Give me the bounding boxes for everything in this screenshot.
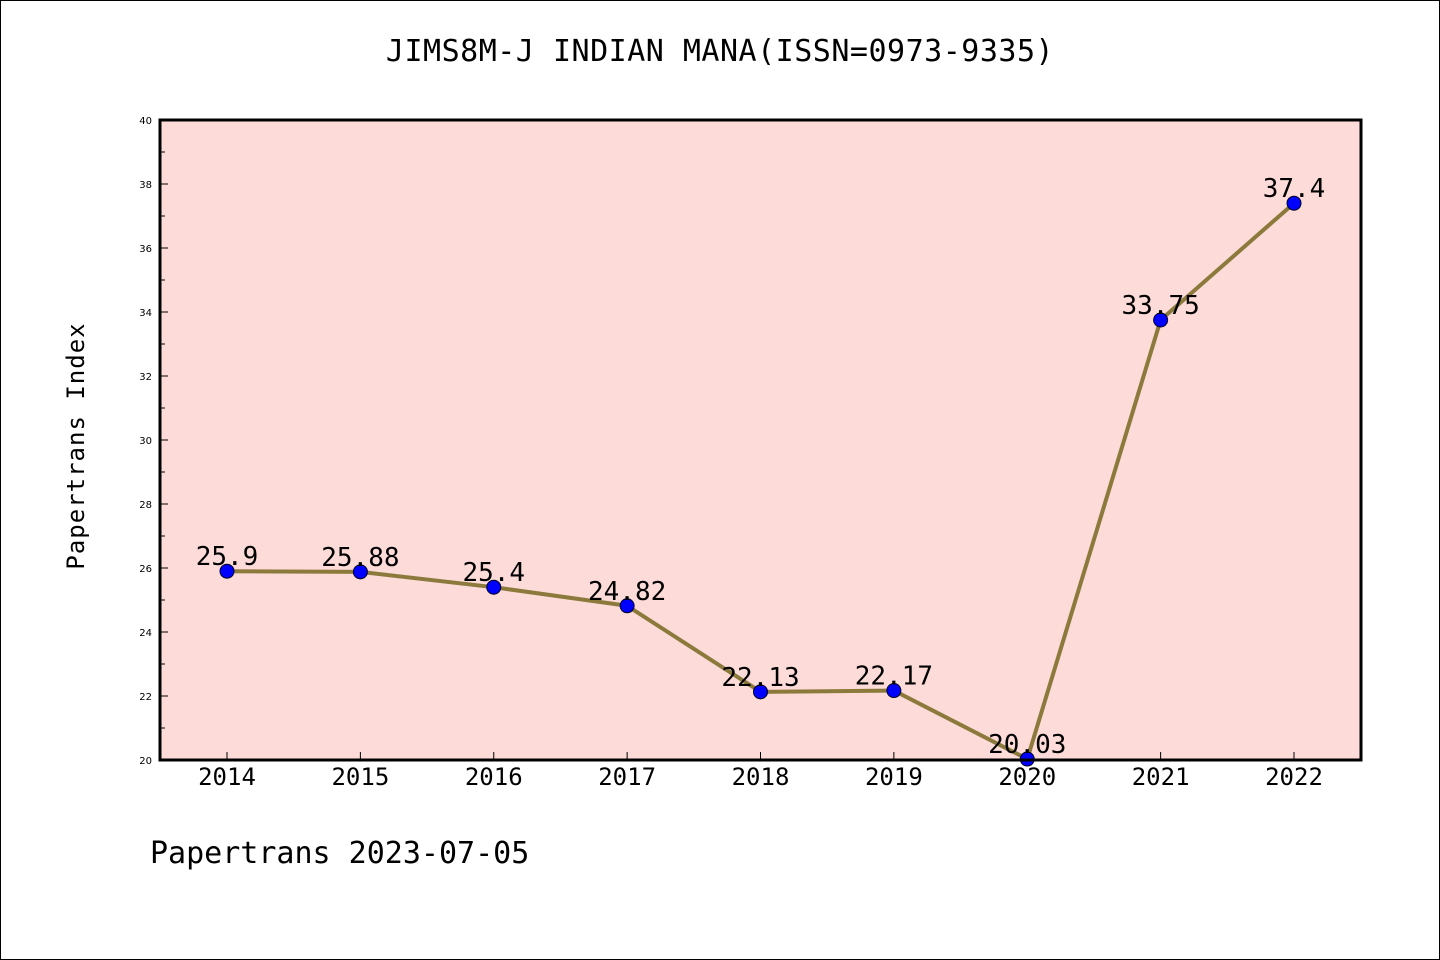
plot-area	[160, 120, 1361, 760]
data-point	[486, 579, 502, 595]
chart-title: JIMS8M-J INDIAN MANA(ISSN=0973-9335)	[385, 34, 1055, 69]
data-point	[619, 598, 635, 614]
plot-border	[158, 118, 1363, 762]
data-point	[886, 683, 902, 699]
y-tick-label: 38	[139, 180, 152, 191]
y-tick-label: 40	[139, 116, 152, 127]
data-label: 25.88	[321, 543, 399, 573]
x-tick-label: 2015	[331, 763, 389, 791]
y-tick-label: 32	[139, 372, 152, 383]
y-tick-label: 30	[139, 436, 152, 447]
x-tick-label: 2019	[865, 763, 923, 791]
x-tick-label: 2020	[998, 763, 1056, 791]
data-label: 24.82	[588, 577, 666, 607]
y-tick-label: 22	[139, 692, 152, 703]
data-point	[352, 564, 368, 580]
series-layer: 25.9 25.88 25.4 24.82 22.13 22.17 20.03 33.75 37…	[196, 174, 1326, 767]
x-tick-label: 2016	[465, 763, 523, 791]
x-tick-label: 2014	[198, 763, 256, 791]
data-point	[753, 684, 768, 700]
data-label: 20.03	[988, 730, 1066, 760]
y-tick-label: 28	[139, 500, 152, 511]
y-tick-label: 24	[139, 628, 152, 639]
x-tick-label: 2022	[1265, 763, 1323, 791]
footer-note: Papertrans 2023-07-05	[150, 836, 530, 871]
x-tick-label: 2017	[598, 763, 656, 791]
x-tick-label: 2021	[1132, 763, 1190, 791]
x-tick-label: 2018	[732, 763, 790, 791]
data-point	[219, 563, 235, 579]
data-label: 37.4	[1263, 174, 1326, 204]
y-tick-label: 20	[139, 756, 152, 767]
data-label: 22.17	[855, 662, 933, 692]
data-label: 25.9	[196, 542, 259, 572]
y-tick-label: 36	[139, 244, 152, 255]
data-point	[1153, 312, 1169, 328]
y-tick-label: 34	[139, 308, 152, 319]
data-label: 33.75	[1121, 291, 1199, 321]
data-label: 25.4	[462, 558, 525, 588]
y-tick-label: 26	[139, 564, 152, 575]
data-point	[1286, 195, 1302, 211]
x-axis: 2014 2015 2016 2017 2018 2019 2020 2021 2022	[198, 752, 1323, 791]
data-label: 22.13	[721, 663, 799, 693]
